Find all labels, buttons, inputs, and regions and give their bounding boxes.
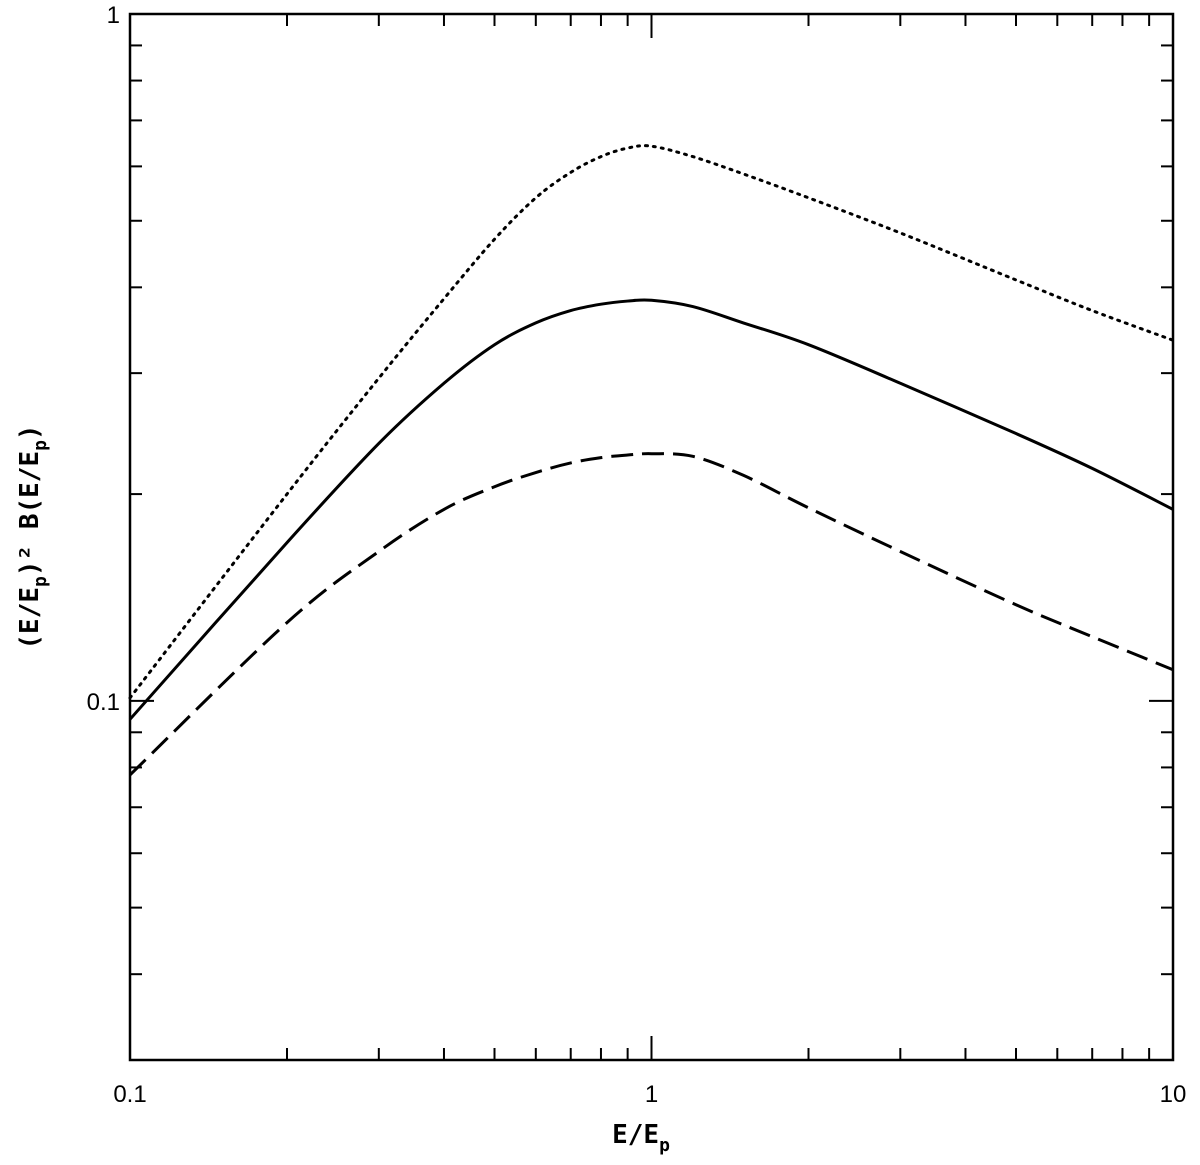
- series-line-solid: [128, 298, 1174, 721]
- x-tick-label: 10: [1160, 1081, 1187, 1108]
- x-axis-title-sub: p: [659, 1135, 670, 1156]
- plot-frame: [128, 12, 1175, 1062]
- x-tick-label: 1: [645, 1081, 658, 1108]
- y-axis-title-sub-1: p: [30, 576, 51, 587]
- y-axis-title-part-1: (E/E: [15, 587, 45, 650]
- tick-labels: 0.1 1 10 0.1 1: [87, 2, 1187, 1108]
- y-axis-title: (E/Ep)² B(E/Ep): [15, 424, 51, 649]
- y-tick-label: 1: [107, 2, 120, 29]
- x-tick-label: 0.1: [113, 1081, 146, 1108]
- y-axis-title-part-3: ): [15, 424, 45, 440]
- series-line-dotted: [128, 144, 1175, 700]
- y-tick-label: 0.1: [87, 689, 120, 716]
- series-line-dashed: [128, 452, 1174, 777]
- y-axis-title-part-2: )² B(E/E: [15, 451, 45, 576]
- axis-ticks: [129, 13, 1173, 1061]
- x-axis-title-main: E/E: [612, 1120, 659, 1150]
- series-group: [128, 144, 1175, 777]
- y-axis-title-sub-2: p: [30, 440, 51, 451]
- x-axis-title: E/Ep: [612, 1120, 670, 1156]
